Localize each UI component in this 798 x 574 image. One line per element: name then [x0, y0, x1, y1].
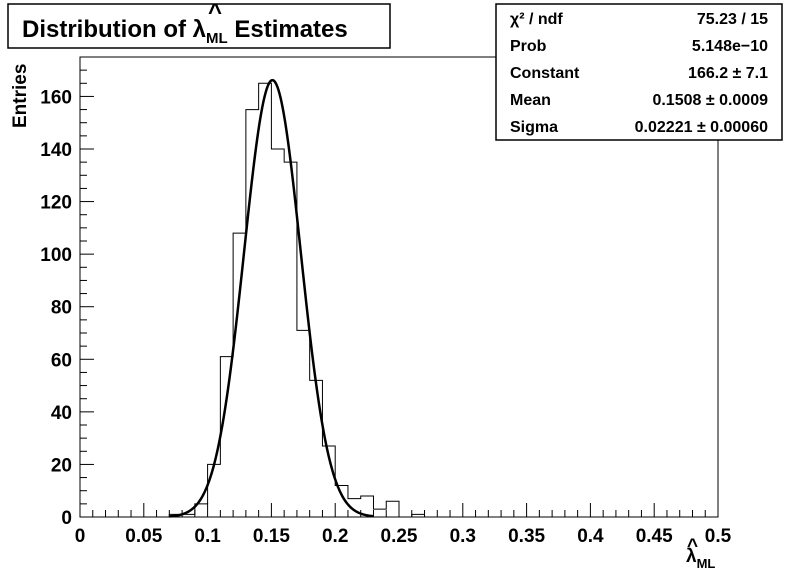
stats-label: Prob [510, 38, 547, 55]
chart-title: Distribution of λML Estimates [22, 16, 348, 47]
title-symbol: λ [193, 16, 206, 43]
title-frame [7, 3, 391, 49]
y-tick-label: 120 [40, 193, 72, 214]
x-tick-label: 0.35 [508, 526, 545, 547]
histogram-bin [310, 380, 323, 517]
x-tick-label: 0.5 [705, 526, 732, 547]
histogram-bin [233, 233, 246, 517]
title-hat: ^ [208, 0, 222, 26]
histogram-bin [386, 501, 399, 517]
stats-label: Mean [510, 92, 551, 109]
y-tick-label: 60 [51, 350, 72, 371]
y-tick-label: 40 [51, 403, 72, 424]
x-tick-label: 0.15 [253, 526, 290, 547]
stats-value: 0.1508 ± 0.0009 [652, 92, 768, 109]
title-box: Distribution of λML Estimates ^ [7, 0, 391, 49]
stats-rows: χ² / ndf 75.23 / 15 Prob 5.148e−10 Constant 1… [510, 11, 768, 136]
title-subscript: ML [206, 30, 228, 47]
histogram-bin [284, 162, 297, 517]
y-tick-label: 20 [51, 455, 72, 476]
x-axis-title-hat: ^ [687, 536, 698, 557]
histogram-bin [271, 149, 284, 517]
title-prefix: Distribution of [22, 16, 193, 43]
y-tick-label: 100 [40, 245, 72, 266]
title-suffix: Estimates [228, 16, 348, 43]
histogram-bin [259, 83, 272, 517]
histogram-outline [80, 82, 718, 518]
stats-value: 0.02221 ± 0.00060 [635, 119, 768, 136]
histogram-bin [208, 464, 221, 517]
x-tick-label: 0.25 [381, 526, 418, 547]
x-axis-title: ^ λML [686, 536, 715, 571]
axis-tick-labels: 0 0.05 0.1 0.15 0.2 0.25 0.3 0.35 0.4 0.45 0.5 0 20 4… [40, 87, 731, 547]
y-tick-label: 160 [40, 87, 72, 108]
axis-ticks [79, 56, 719, 518]
stats-label: Sigma [510, 119, 558, 136]
stats-value: 166.2 ± 7.1 [688, 65, 768, 82]
x-axis-title-subscript: ML [697, 556, 716, 571]
y-tick-label: 80 [51, 298, 72, 319]
x-axis-title-label: λML [686, 546, 715, 571]
stats-frame [495, 3, 783, 141]
stats-label: Constant [510, 65, 580, 82]
x-tick-label: 0.2 [322, 526, 348, 547]
x-tick-label: 0.1 [194, 526, 221, 547]
x-tick-label: 0.45 [636, 526, 673, 547]
stats-label: χ² / ndf [510, 11, 563, 28]
x-tick-label: 0 [75, 526, 86, 547]
stats-box: χ² / ndf 75.23 / 15 Prob 5.148e−10 Constant 1… [495, 3, 783, 141]
gaussian-fit-curve [169, 78, 374, 518]
histogram-bin [297, 330, 310, 517]
y-tick-label: 0 [61, 508, 72, 529]
x-tick-label: 0.05 [125, 526, 162, 547]
x-tick-label: 0.4 [577, 526, 604, 547]
x-tick-label: 0.3 [450, 526, 476, 547]
x-axis-title-symbol: λ [686, 546, 697, 567]
histogram-bin [373, 509, 386, 517]
y-tick-label: 140 [40, 140, 72, 161]
stats-value: 75.23 / 15 [697, 11, 768, 28]
stats-value: 5.148e−10 [692, 38, 768, 55]
histogram-bin [220, 357, 233, 517]
y-axis-title: Entries [10, 64, 31, 128]
